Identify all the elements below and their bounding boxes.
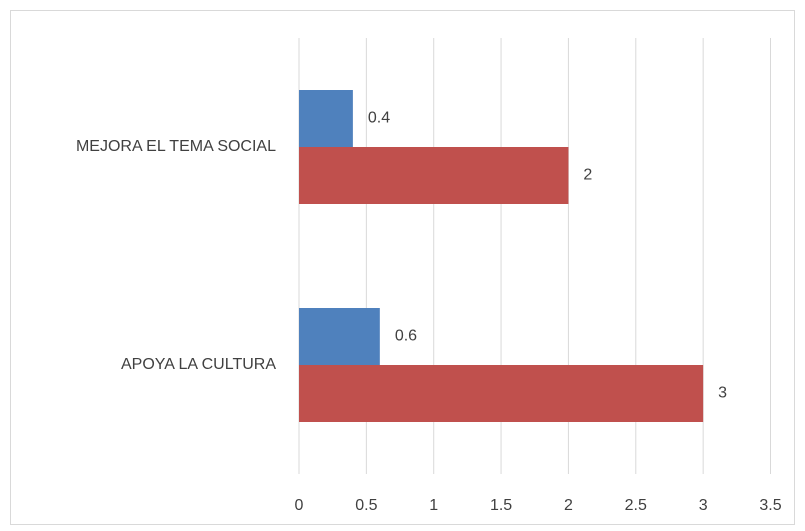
x-tick-label: 1 [429, 497, 438, 514]
chart-frame [10, 10, 795, 525]
y-tick-label: MEJORA EL TEMA SOCIAL [76, 138, 276, 155]
data-label: 3 [718, 385, 727, 402]
bar [299, 147, 569, 204]
x-tick-label: 3 [699, 497, 708, 514]
data-label: 0.4 [368, 110, 390, 127]
x-tick-label: 0 [295, 497, 304, 514]
x-tick-label: 0.5 [355, 497, 377, 514]
bar [299, 308, 380, 365]
y-tick-label: APOYA LA CULTURA [121, 356, 276, 373]
data-label: 2 [583, 167, 592, 184]
x-tick-label: 2 [564, 497, 573, 514]
x-tick-label: 1.5 [490, 497, 512, 514]
x-tick-label: 2.5 [625, 497, 647, 514]
x-tick-label: 3.5 [759, 497, 781, 514]
bar [299, 90, 353, 147]
data-label: 0.6 [395, 328, 417, 345]
bar [299, 365, 704, 422]
